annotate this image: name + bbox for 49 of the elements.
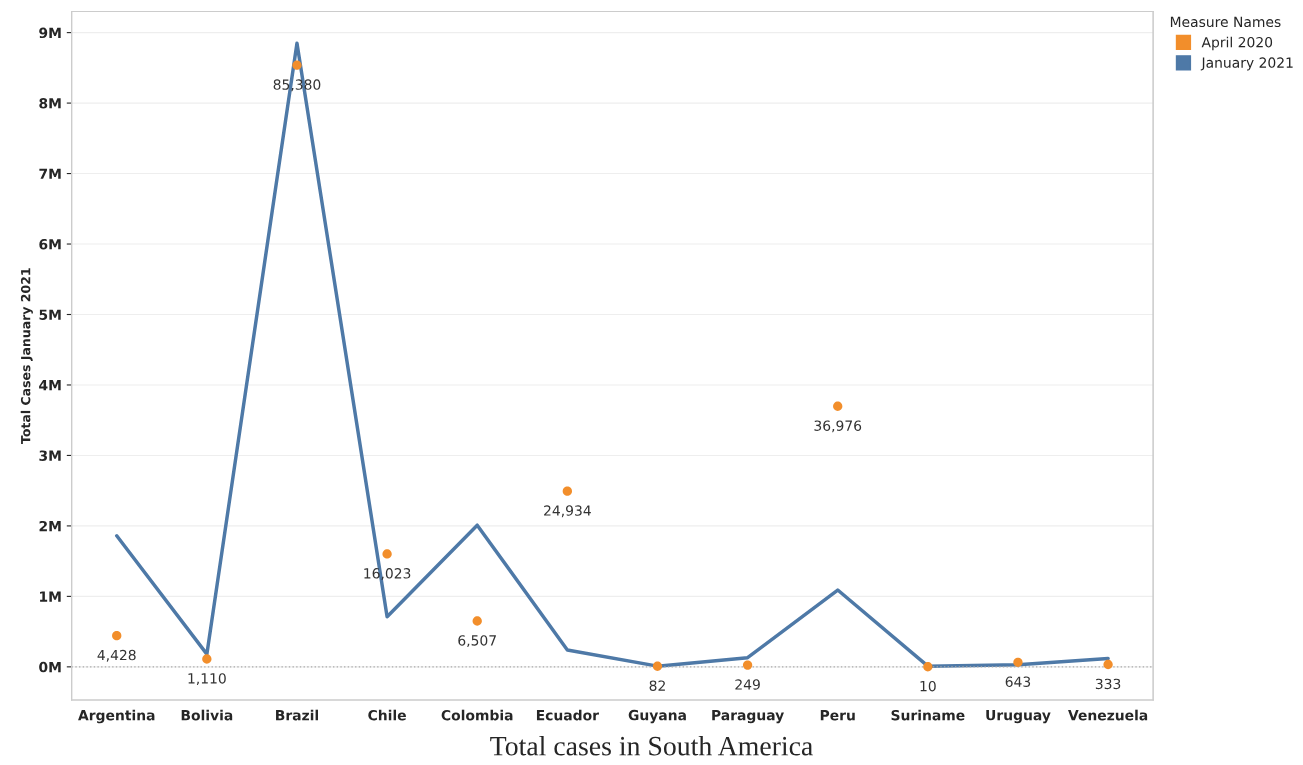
point (742, 660, 753, 670)
y-tick-label: 8M (39, 98, 61, 109)
x-tick-label: Brazil (276, 709, 319, 721)
y-tick-label: 1M (40, 591, 61, 602)
point (833, 401, 843, 411)
point (292, 60, 302, 70)
x-tick-label: Guyana (628, 709, 686, 724)
data-label: 249 (735, 679, 760, 690)
x-tick-label: Bolivia (181, 709, 233, 721)
point (472, 616, 482, 626)
x-tick-label: Chile (368, 709, 406, 721)
y-tick-label: 6M (39, 239, 61, 250)
y-tick-label: 7M (39, 168, 61, 179)
x-tick-label: Ecuador (536, 709, 599, 721)
data-label: 10 (920, 680, 936, 692)
x-tick-label: Venezuela (1068, 709, 1148, 721)
point (923, 662, 933, 672)
y-tick-label: 2M (39, 520, 61, 532)
data-label: 82 (649, 680, 665, 691)
data-label: 6,507 (458, 635, 496, 648)
point (382, 549, 392, 559)
data-label: 1,110 (188, 673, 226, 686)
point (1013, 657, 1023, 667)
point (202, 654, 212, 664)
legend-label: January 2021 (1200, 57, 1293, 71)
data-label: 24,934 (544, 505, 591, 518)
point (652, 661, 663, 671)
x-tick-label: Suriname (891, 709, 965, 721)
y-tick-label: 5M (39, 309, 61, 320)
x-tick-label: Colombia (441, 709, 513, 721)
x-tick-label: Argentina (78, 709, 155, 724)
y-tick-label: 3M (39, 450, 61, 461)
point (1103, 659, 1113, 670)
data-label: 643 (1005, 676, 1031, 687)
y-tick-label: 9M (39, 27, 61, 39)
data-label: 36,976 (814, 420, 862, 433)
legend-label: April 2020 (1201, 36, 1273, 51)
y-tick-label: 4M (39, 380, 61, 391)
x-tick-label: Paraguay (712, 710, 784, 724)
legend-title: Measure Names (1170, 16, 1281, 28)
x-tick-label: Uruguay (986, 710, 1051, 724)
y-tick-label: 0M (39, 661, 61, 673)
point (112, 630, 122, 641)
point (562, 486, 573, 496)
data-label: 4,428 (97, 649, 136, 662)
y-axis-title: Total Cases January 2021 (20, 268, 33, 444)
x-tick-label: Peru (820, 710, 855, 721)
data-label: 333 (1095, 678, 1121, 690)
text: Total cases in South America (490, 735, 813, 756)
